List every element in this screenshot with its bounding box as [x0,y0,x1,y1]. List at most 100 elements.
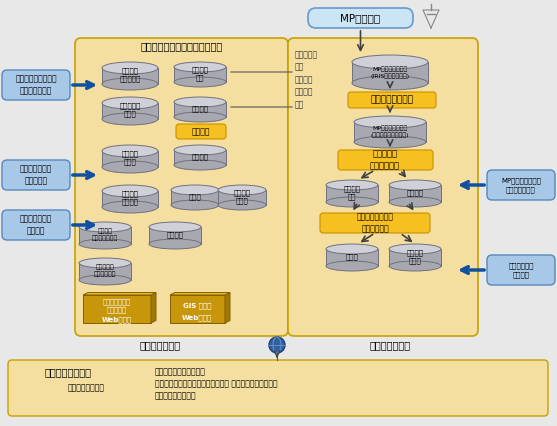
Ellipse shape [389,261,441,271]
Text: ２次元画像高速: ２次元画像高速 [103,298,131,305]
Text: 地すべり
地形分布図: 地すべり 地形分布図 [119,68,140,82]
Text: ・土砂災害情報表示: ・土砂災害情報表示 [155,391,197,400]
Ellipse shape [326,180,378,190]
Ellipse shape [149,239,201,249]
Polygon shape [83,293,156,295]
Text: 雨量積算: 雨量積算 [192,127,210,136]
Polygon shape [170,293,230,295]
Text: 飽和度: 飽和度 [189,194,202,200]
Ellipse shape [174,112,226,122]
Ellipse shape [102,145,158,157]
Polygon shape [174,150,226,165]
FancyBboxPatch shape [308,8,413,28]
Polygon shape [102,103,158,119]
FancyBboxPatch shape [2,210,70,240]
FancyBboxPatch shape [338,150,433,170]
Ellipse shape [79,239,131,249]
Text: 降水量推定
及び
表層崩壊
発生予測
部分: 降水量推定 及び 表層崩壊 発生予測 部分 [295,50,318,109]
Ellipse shape [269,337,285,353]
Ellipse shape [174,77,226,87]
Polygon shape [354,122,426,142]
Ellipse shape [171,185,219,195]
Text: GIS サーバ: GIS サーバ [183,302,211,308]
Polygon shape [151,293,156,323]
Ellipse shape [352,76,428,90]
FancyBboxPatch shape [487,255,555,285]
Polygon shape [102,151,158,167]
Ellipse shape [174,97,226,107]
Text: 数値地図: 数値地図 [167,232,183,238]
Ellipse shape [389,197,441,207]
Ellipse shape [389,244,441,254]
Polygon shape [83,295,151,323]
Text: 鉛直積算
雨量: 鉛直積算 雨量 [192,66,208,81]
Polygon shape [102,68,158,84]
Text: 表層崩壊発生
予測手法: 表層崩壊発生 予測手法 [508,262,534,278]
Ellipse shape [354,136,426,148]
FancyBboxPatch shape [2,160,70,190]
FancyBboxPatch shape [8,360,548,416]
FancyBboxPatch shape [288,38,478,336]
Polygon shape [79,263,131,280]
Ellipse shape [326,197,378,207]
Text: 降雨強度: 降雨強度 [407,190,423,196]
Polygon shape [79,227,131,244]
Ellipse shape [174,145,226,155]
Ellipse shape [354,116,426,128]
Polygon shape [352,62,428,83]
Text: インターネット: インターネット [369,340,411,350]
FancyBboxPatch shape [348,92,436,108]
Text: 降水量推定
アルゴリズム: 降水量推定 アルゴリズム [370,150,400,170]
Text: クライアント部分: クライアント部分 [45,367,91,377]
Ellipse shape [326,261,378,271]
Ellipse shape [174,62,226,72]
Ellipse shape [218,185,266,195]
Text: 表層崩壊
危険域: 表層崩壊 危険域 [407,250,423,265]
Polygon shape [326,185,378,202]
Text: 表層崩壊発生予測
アルゴリズム: 表層崩壊発生予測 アルゴリズム [356,213,393,233]
Text: 閲覧ソフト: 閲覧ソフト [107,306,127,313]
Polygon shape [170,295,225,323]
Text: ・降雨情報・表層崩壊発生危険度の 現状／オフライン表示: ・降雨情報・表層崩壊発生危険度の 現状／オフライン表示 [155,380,277,389]
Ellipse shape [102,97,158,109]
Polygon shape [389,249,441,266]
Text: ・地すべり地形分布表示: ・地すべり地形分布表示 [155,368,206,377]
Ellipse shape [352,55,428,69]
Text: 地すべり
危険度: 地すべり 危険度 [121,151,139,165]
Polygon shape [102,191,158,207]
Text: 積算雨量: 積算雨量 [192,154,208,160]
Text: 降雨強度: 降雨強度 [192,106,208,112]
Text: Webサーバ: Webサーバ [102,316,132,322]
Ellipse shape [218,200,266,210]
Polygon shape [171,190,219,205]
Text: MPレーダーデータ
(フォーマット変換済): MPレーダーデータ (フォーマット変換済) [371,126,409,138]
Text: 地すべり
地形分布陰影図: 地すべり 地形分布陰影図 [92,229,118,241]
FancyBboxPatch shape [176,124,226,139]
Ellipse shape [102,113,158,125]
FancyBboxPatch shape [2,70,70,100]
Polygon shape [218,190,266,205]
Ellipse shape [389,180,441,190]
Text: MPレーダー: MPレーダー [340,13,380,23]
Text: 土砂災害発生予測支援システム: 土砂災害発生予測支援システム [140,41,223,51]
Text: 鉛直積算
雨量: 鉛直積算 雨量 [344,186,360,200]
Polygon shape [326,249,378,266]
Ellipse shape [79,258,131,268]
Text: 表層崩壊
危険域: 表層崩壊 危険域 [233,190,251,204]
Text: 飽和度: 飽和度 [346,254,358,260]
Ellipse shape [326,244,378,254]
Text: イントラネット: イントラネット [139,340,180,350]
Ellipse shape [79,222,131,232]
Text: 地すべり
到達範囲: 地すべり 到達範囲 [121,191,139,205]
Text: 降雨・表層
崩壊関連画像: 降雨・表層 崩壊関連画像 [94,265,116,277]
Text: MPレーダーによる
降水量推定手法: MPレーダーによる 降水量推定手法 [501,177,541,193]
Ellipse shape [171,200,219,210]
Polygon shape [389,185,441,202]
Ellipse shape [102,161,158,173]
Polygon shape [174,102,226,117]
Ellipse shape [102,201,158,213]
FancyBboxPatch shape [320,213,430,233]
Polygon shape [149,227,201,244]
Text: 土砂災害危険性
の判定手法: 土砂災害危険性 の判定手法 [20,164,52,185]
Text: フォーマット変換: フォーマット変換 [370,95,413,104]
